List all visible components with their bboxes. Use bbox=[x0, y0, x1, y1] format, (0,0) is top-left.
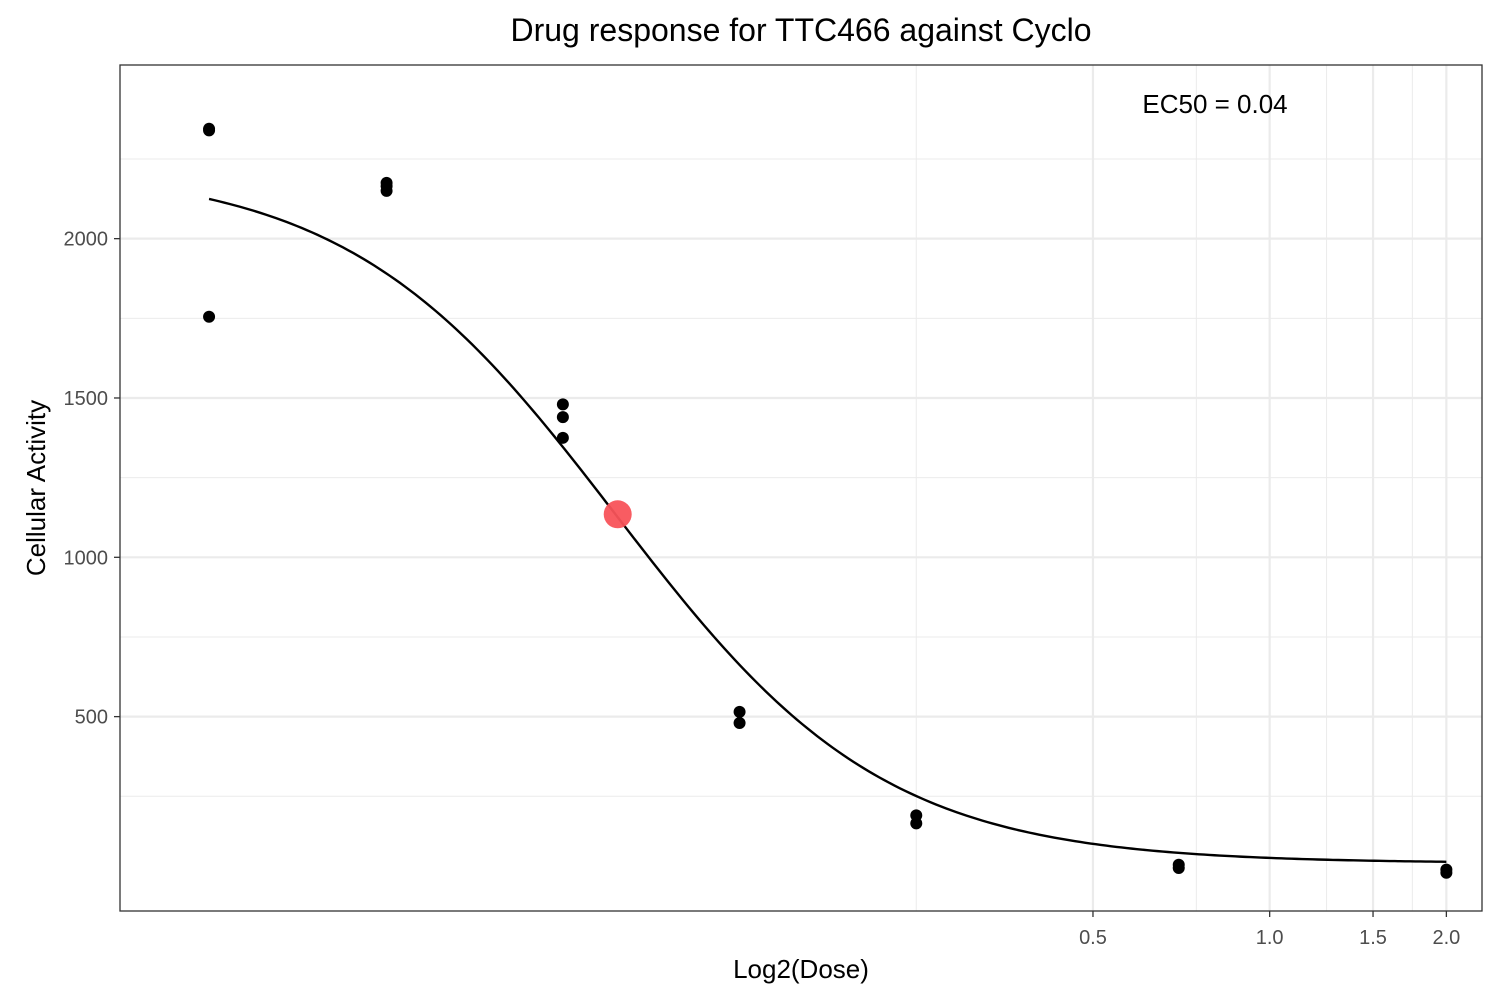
marker-layer bbox=[603, 500, 632, 529]
ec50-annotation: EC50 = 0.04 bbox=[1142, 89, 1287, 119]
ec50-marker bbox=[603, 500, 632, 529]
chart-title: Drug response for TTC466 against Cyclo bbox=[510, 12, 1091, 48]
y-tick-label: 500 bbox=[75, 707, 108, 729]
data-point bbox=[203, 124, 216, 137]
data-point bbox=[1172, 861, 1185, 874]
data-point bbox=[1440, 866, 1453, 879]
curve-layer bbox=[208, 197, 1447, 863]
y-tick-label: 2000 bbox=[64, 229, 109, 251]
data-point bbox=[733, 705, 746, 718]
panel-border bbox=[119, 64, 1483, 912]
x-tick-label: 1.0 bbox=[1256, 927, 1284, 949]
grid-layer bbox=[120, 65, 1482, 911]
x-tick-label: 0.5 bbox=[1079, 927, 1107, 949]
y-tick-label: 1000 bbox=[64, 547, 109, 569]
data-point bbox=[733, 717, 746, 729]
points-layer bbox=[203, 122, 1453, 879]
x-tick-label: 1.5 bbox=[1359, 927, 1387, 949]
y-tick-label: 1500 bbox=[64, 388, 109, 410]
x-tick-label: 2.0 bbox=[1432, 927, 1460, 949]
data-point bbox=[556, 431, 569, 444]
y-axis-title: Cellular Activity bbox=[21, 400, 51, 576]
x-axis-title: Log2(Dose) bbox=[733, 954, 869, 984]
data-point bbox=[556, 398, 569, 411]
data-point bbox=[910, 817, 923, 830]
data-point bbox=[203, 310, 216, 323]
fitted-curve bbox=[208, 197, 1447, 863]
ticks-layer: 500 1000 1500 2000 0.5 1.0 1.5 2.0 bbox=[64, 229, 1461, 949]
data-point bbox=[380, 184, 393, 197]
data-point bbox=[556, 411, 569, 424]
